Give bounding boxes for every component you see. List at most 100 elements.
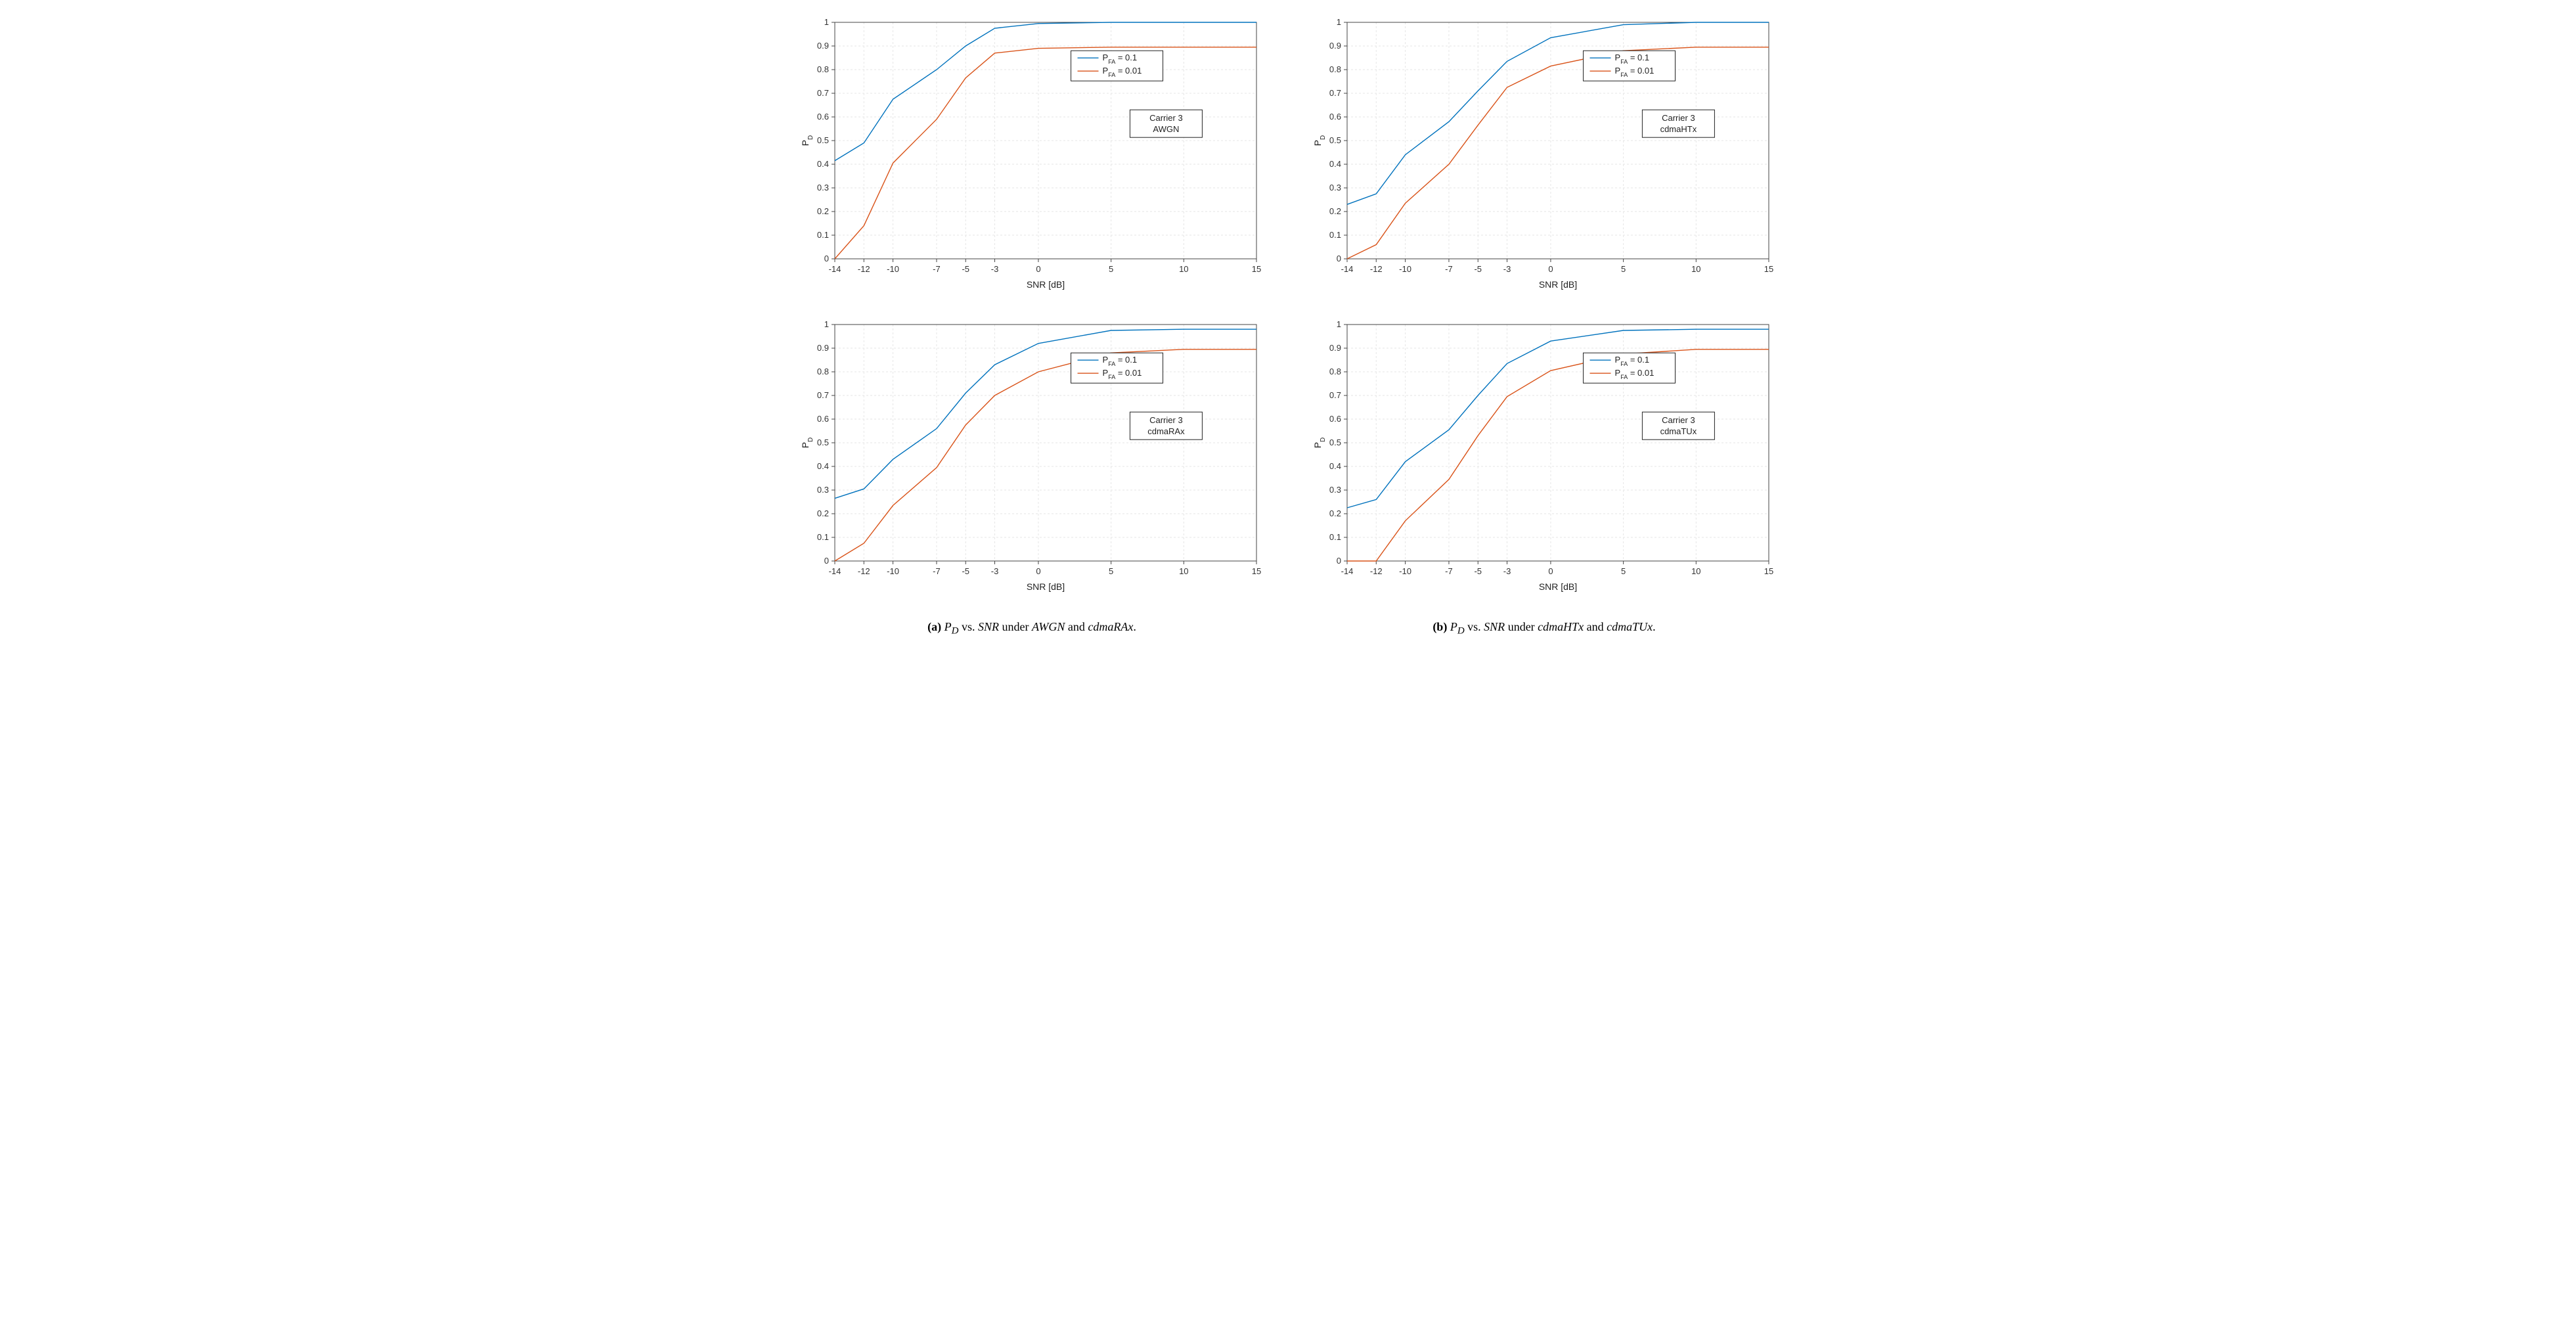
xtick-label: 0 [1036,566,1040,576]
ytick-label: 0.5 [1329,438,1341,447]
xtick-label: -7 [1445,566,1453,576]
annotation-text: Carrier 3 [1662,113,1695,123]
xlabel: SNR [dB] [1539,581,1577,592]
caption-b-pd: P [1450,620,1457,633]
caption-a-t2: vs. [959,620,979,633]
ytick-label: 0.6 [817,112,829,122]
annotation-text: cdmaRAx [1147,426,1185,436]
xtick-label: -10 [887,566,899,576]
ytick-label: 0.5 [817,438,829,447]
ytick-label: 0.2 [817,206,829,216]
xtick-label: -14 [829,264,841,274]
caption-a-rax: cdmaRAx [1088,620,1133,633]
ytick-label: 0.8 [1329,367,1341,376]
chart-awgn: -14-12-10-7-5-305101500.10.20.30.40.50.6… [795,13,1268,296]
xtick-label: 5 [1621,264,1626,274]
ytick-label: 0 [1337,556,1341,566]
ytick-label: 1 [1337,319,1341,329]
xtick-label: 10 [1179,264,1188,274]
ytick-label: 0.1 [817,230,829,240]
ytick-label: 0.7 [1329,88,1341,98]
ytick-label: 0.3 [817,485,829,495]
plot-awgn: -14-12-10-7-5-305101500.10.20.30.40.50.6… [795,13,1268,296]
xtick-label: -3 [991,264,999,274]
ytick-label: 0.5 [1329,135,1341,145]
xtick-label: -5 [962,566,969,576]
annotation-text: Carrier 3 [1149,415,1183,425]
xtick-label: 10 [1691,264,1700,274]
xlabel: SNR [dB] [1027,279,1065,290]
xtick-label: -10 [1399,566,1411,576]
xtick-label: 15 [1252,264,1261,274]
xlabel: SNR [dB] [1539,279,1577,290]
ytick-label: 0.9 [817,343,829,353]
ytick-label: 1 [824,17,829,27]
xtick-label: -7 [1445,264,1453,274]
ytick-label: 0.1 [1329,532,1341,542]
xtick-label: 0 [1548,566,1553,576]
xtick-label: 10 [1691,566,1700,576]
caption-b-snr: SNR [1484,620,1505,633]
caption-b-t2: vs. [1465,620,1484,633]
xtick-label: -14 [829,566,841,576]
xtick-label: -14 [1341,264,1354,274]
ytick-label: 0.2 [817,508,829,518]
caption-b-pd-sub: D [1457,626,1465,637]
annotation-text: cdmaTUx [1660,426,1697,436]
ytick-label: 0.9 [1329,343,1341,353]
ytick-label: 0.8 [1329,64,1341,74]
ytick-label: 0.7 [817,88,829,98]
annotation-text: Carrier 3 [1149,113,1183,123]
ytick-label: 0.6 [1329,112,1341,122]
caption-a-pd: P [944,620,952,633]
ytick-label: 0.3 [817,183,829,192]
xtick-label: 5 [1109,566,1113,576]
xtick-label: -12 [858,264,870,274]
ytick-label: 0.3 [1329,183,1341,192]
xtick-label: 15 [1252,566,1261,576]
xtick-label: -7 [933,566,941,576]
ytick-label: 0.4 [1329,159,1341,169]
xtick-label: -12 [858,566,870,576]
caption-b: (b) PD vs. SNR under cdmaHTx and cdmaTUx… [1308,618,1781,637]
xtick-label: 5 [1621,566,1626,576]
ytick-label: 0.9 [817,41,829,51]
chart-cdmatux: -14-12-10-7-5-305101500.10.20.30.40.50.6… [1308,315,1781,598]
ytick-label: 0.7 [817,390,829,400]
caption-b-prefix: (b) [1432,620,1447,633]
caption-b-tux: cdmaTUx [1607,620,1653,633]
ylabel: PD [800,438,814,449]
ytick-label: 0.2 [1329,206,1341,216]
ytick-label: 0.1 [1329,230,1341,240]
caption-a-t6: and [1065,620,1088,633]
caption-a-snr: SNR [978,620,999,633]
caption-b-t8: . [1653,620,1656,633]
caption-a-t8: . [1133,620,1136,633]
xtick-label: -14 [1341,566,1354,576]
ytick-label: 0.3 [1329,485,1341,495]
xtick-label: -3 [1503,566,1511,576]
ytick-label: 0.2 [1329,508,1341,518]
ytick-label: 0.4 [817,159,829,169]
ytick-label: 1 [1337,17,1341,27]
plot-cdmahtx: -14-12-10-7-5-305101500.10.20.30.40.50.6… [1308,13,1781,296]
xlabel: SNR [dB] [1027,581,1065,592]
caption-a-t4: under [999,620,1032,633]
ytick-label: 0.4 [817,461,829,471]
caption-b-t4: under [1505,620,1538,633]
ytick-label: 0 [824,254,829,263]
xtick-label: -3 [1503,264,1511,274]
caption-a-pd-sub: D [952,626,959,637]
xtick-label: 15 [1764,264,1773,274]
caption-a-awgn: AWGN [1032,620,1065,633]
caption-b-htx: cdmaHTx [1538,620,1584,633]
ylabel: PD [1312,438,1327,449]
xtick-label: -5 [1474,264,1482,274]
xtick-label: -10 [887,264,899,274]
ylabel: PD [800,135,814,146]
ytick-label: 0.7 [1329,390,1341,400]
xtick-label: -5 [962,264,969,274]
ytick-label: 0.1 [817,532,829,542]
caption-a: (a) PD vs. SNR under AWGN and cdmaRAx. [795,618,1268,637]
xtick-label: 0 [1548,264,1553,274]
